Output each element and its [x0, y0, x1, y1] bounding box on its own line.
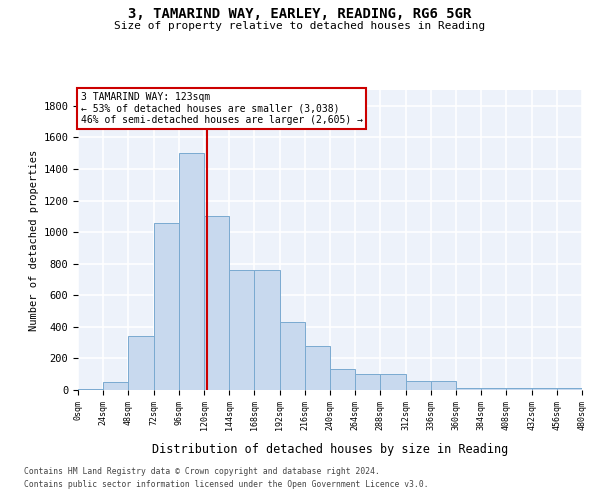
Text: Distribution of detached houses by size in Reading: Distribution of detached houses by size …: [152, 442, 508, 456]
Bar: [154, 222, 179, 390]
Bar: [305, 346, 330, 390]
Bar: [481, 388, 506, 390]
Text: Size of property relative to detached houses in Reading: Size of property relative to detached ho…: [115, 21, 485, 31]
Bar: [456, 388, 481, 390]
Bar: [406, 382, 431, 390]
Bar: [254, 270, 280, 390]
Bar: [204, 216, 229, 390]
Bar: [103, 382, 128, 390]
Text: 3, TAMARIND WAY, EARLEY, READING, RG6 5GR: 3, TAMARIND WAY, EARLEY, READING, RG6 5G…: [128, 8, 472, 22]
Bar: [128, 336, 154, 390]
Bar: [78, 389, 103, 390]
Bar: [557, 388, 582, 390]
Text: Contains public sector information licensed under the Open Government Licence v3: Contains public sector information licen…: [24, 480, 428, 489]
Bar: [431, 382, 456, 390]
Bar: [380, 374, 406, 390]
Bar: [532, 388, 557, 390]
Text: 3 TAMARIND WAY: 123sqm
← 53% of detached houses are smaller (3,038)
46% of semi-: 3 TAMARIND WAY: 123sqm ← 53% of detached…: [80, 92, 362, 124]
Text: Contains HM Land Registry data © Crown copyright and database right 2024.: Contains HM Land Registry data © Crown c…: [24, 467, 380, 476]
Bar: [355, 374, 380, 390]
Bar: [330, 370, 355, 390]
Y-axis label: Number of detached properties: Number of detached properties: [29, 150, 39, 330]
Bar: [506, 388, 532, 390]
Bar: [229, 270, 254, 390]
Bar: [280, 322, 305, 390]
Bar: [179, 153, 204, 390]
